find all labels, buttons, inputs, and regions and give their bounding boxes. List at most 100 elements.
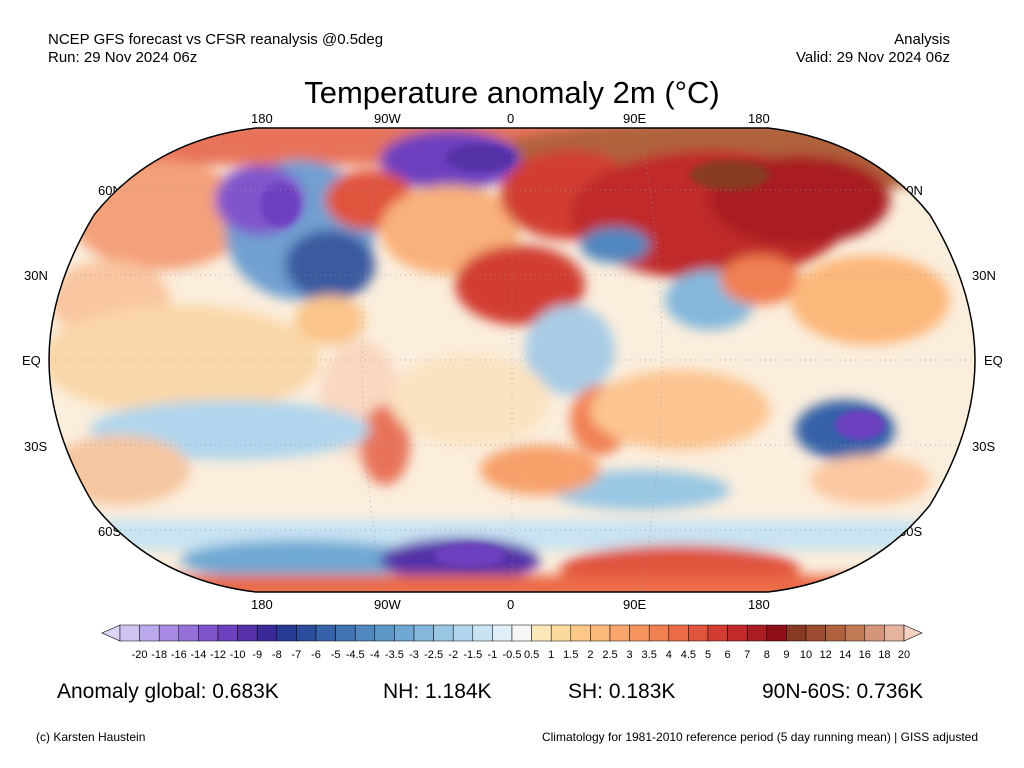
- lon-label-top-90w: 90W: [374, 111, 401, 126]
- lon-label-top-0: 0: [507, 111, 515, 126]
- colorbar-box: [296, 624, 317, 642]
- colorbar-tick-label: 0.5: [524, 649, 539, 661]
- colorbar-tick-label: -8: [272, 649, 282, 661]
- colorbar-tick-label: -16: [171, 649, 187, 661]
- colorbar-tick-label: -0.5: [503, 649, 522, 661]
- colorbar-box: [315, 624, 336, 642]
- colorbar: [101, 624, 923, 642]
- anomaly-detail: [260, 144, 885, 567]
- colorbar-box: [276, 624, 297, 642]
- lon-label-top-180w: 180: [251, 111, 273, 126]
- colorbar-box: [609, 624, 630, 642]
- colorbar-box: [492, 624, 513, 642]
- colorbar-tick-label: 2.5: [602, 649, 617, 661]
- colorbar-over-triangle: [903, 624, 923, 642]
- lat-label-left-30n: 30N: [24, 268, 48, 283]
- colorbar-box: [511, 624, 532, 642]
- colorbar-box: [844, 624, 866, 642]
- anomaly-90n-60s: 90N-60S: 0.736K: [762, 680, 924, 703]
- colorbar-tick-label: 18: [878, 649, 890, 661]
- lat-label-left-30s: 30S: [24, 439, 48, 454]
- colorbar-box: [119, 624, 140, 642]
- run-time: Run: 29 Nov 2024 06z: [48, 49, 198, 66]
- colorbar-tick-label: 3: [627, 649, 633, 661]
- colorbar-box: [746, 624, 768, 642]
- colorbar-tick-label: 3.5: [642, 649, 657, 661]
- colorbar-tick-label: -9: [252, 649, 262, 661]
- colorbar-tick-label: -20: [132, 649, 148, 661]
- lat-label-right-eq: EQ: [984, 353, 1003, 368]
- colorbar-tick-label: -5: [331, 649, 341, 661]
- colorbar-tick-label: 1: [548, 649, 554, 661]
- colorbar-tick-label: 14: [839, 649, 851, 661]
- colorbar-box: [825, 624, 846, 642]
- lat-label-right-30n: 30N: [972, 268, 996, 283]
- colorbar-box: [590, 624, 611, 642]
- colorbar-box: [139, 624, 160, 642]
- valid-time: Valid: 29 Nov 2024 06z: [796, 49, 950, 66]
- colorbar-tick-label: -2.5: [424, 649, 443, 661]
- colorbar-tick-label: -10: [230, 649, 246, 661]
- colorbar-tick-label: -4: [370, 649, 380, 661]
- lat-label-left-eq: EQ: [22, 353, 41, 368]
- lon-label-bottom-90e: 90E: [623, 597, 647, 612]
- colorbar-box: [178, 624, 199, 642]
- colorbar-tick-label: -2: [448, 649, 458, 661]
- colorbar-box: [374, 624, 395, 642]
- colorbar-tick-label: -18: [151, 649, 167, 661]
- colorbar-tick-label: 4.5: [681, 649, 696, 661]
- colorbar-tick-label: -3.5: [385, 649, 404, 661]
- colorbar-box: [413, 624, 434, 642]
- colorbar-box: [629, 624, 650, 642]
- anomaly-global: Anomaly global: 0.683K: [57, 680, 279, 703]
- lon-label-top-90e: 90E: [623, 111, 647, 126]
- colorbar-tick-label: -1.5: [463, 649, 482, 661]
- colorbar-tick-label: -6: [311, 649, 321, 661]
- globe-outline: [48, 127, 976, 593]
- colorbar-tick-label: -14: [190, 649, 206, 661]
- colorbar-tick-label: -3: [409, 649, 419, 661]
- colorbar-tick-label: -7: [292, 649, 302, 661]
- colorbar-tick-label: 4: [666, 649, 672, 661]
- lon-label-bottom-0: 0: [507, 597, 515, 612]
- lon-label-bottom-180w: 180: [251, 597, 273, 612]
- lon-label-bottom-180e: 180: [748, 597, 770, 612]
- colorbar-tick-label: 8: [764, 649, 770, 661]
- colorbar-tick-label: 9: [783, 649, 789, 661]
- anomaly-sh: SH: 0.183K: [568, 680, 676, 703]
- colorbar-box: [472, 624, 493, 642]
- colorbar-tick-label: 6: [725, 649, 731, 661]
- graticule: [49, 128, 975, 592]
- colorbar-box: [648, 624, 670, 642]
- colorbar-box: [688, 624, 709, 642]
- colorbar-box: [570, 624, 591, 642]
- colorbar-box: [335, 624, 356, 642]
- colorbar-box: [394, 624, 415, 642]
- colorbar-box: [198, 624, 219, 642]
- colorbar-labels: -20 -18 -16 -14 -12 -10 -9 -8 -7 -6 -5 -4.5 -4 -3.5 -3…: [132, 649, 910, 661]
- colorbar-box: [217, 624, 238, 642]
- model-description: NCEP GFS forecast vs CFSR reanalysis @0.…: [48, 31, 384, 48]
- lon-label-bottom-90w: 90W: [374, 597, 401, 612]
- colorbar-tick-label: 16: [859, 649, 871, 661]
- colorbar-box: [452, 624, 474, 642]
- colorbar-box: [766, 624, 787, 642]
- colorbar-tick-label: 5: [705, 649, 711, 661]
- colorbar-box: [158, 624, 180, 642]
- lat-label-right-30s: 30S: [972, 439, 996, 454]
- colorbar-box: [884, 624, 905, 642]
- colorbar-tick-label: -1: [488, 649, 498, 661]
- colorbar-tick-label: -4.5: [346, 649, 365, 661]
- colorbar-tick-label: 20: [898, 649, 910, 661]
- map-title: Temperature anomaly 2m (°C): [304, 75, 720, 110]
- copyright: (c) Karsten Haustein: [36, 730, 146, 744]
- colorbar-box: [531, 624, 552, 642]
- climatology-note: Climatology for 1981-2010 reference peri…: [541, 730, 978, 744]
- anomaly-nh: NH: 1.184K: [383, 680, 492, 703]
- lon-label-top-180e: 180: [748, 111, 770, 126]
- colorbar-box: [668, 624, 689, 642]
- colorbar-box: [550, 624, 572, 642]
- colorbar-box: [707, 624, 728, 642]
- colorbar-tick-label: 7: [744, 649, 750, 661]
